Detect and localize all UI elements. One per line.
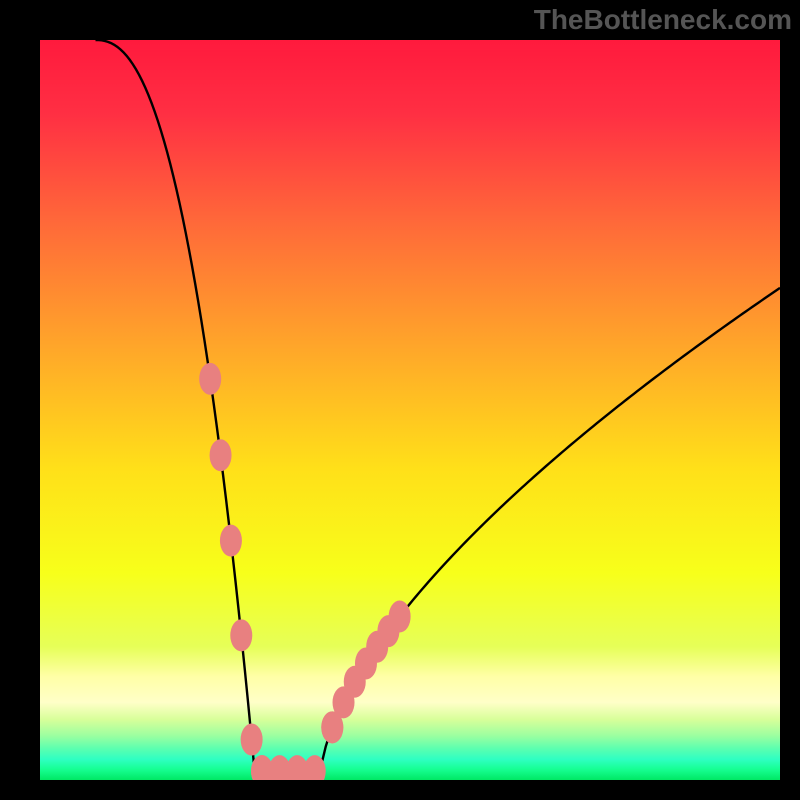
- curve-marker: [230, 619, 252, 651]
- curve-marker: [220, 525, 242, 557]
- plot-area: [40, 40, 780, 780]
- bottleneck-curve: [96, 40, 781, 771]
- chart-overlay-svg: [40, 40, 780, 780]
- chart-container: TheBottleneck.com: [0, 0, 800, 800]
- curve-marker: [199, 363, 221, 395]
- curve-marker: [389, 601, 411, 633]
- curve-marker: [210, 439, 232, 471]
- curve-marker: [241, 724, 263, 756]
- watermark-text: TheBottleneck.com: [534, 4, 792, 36]
